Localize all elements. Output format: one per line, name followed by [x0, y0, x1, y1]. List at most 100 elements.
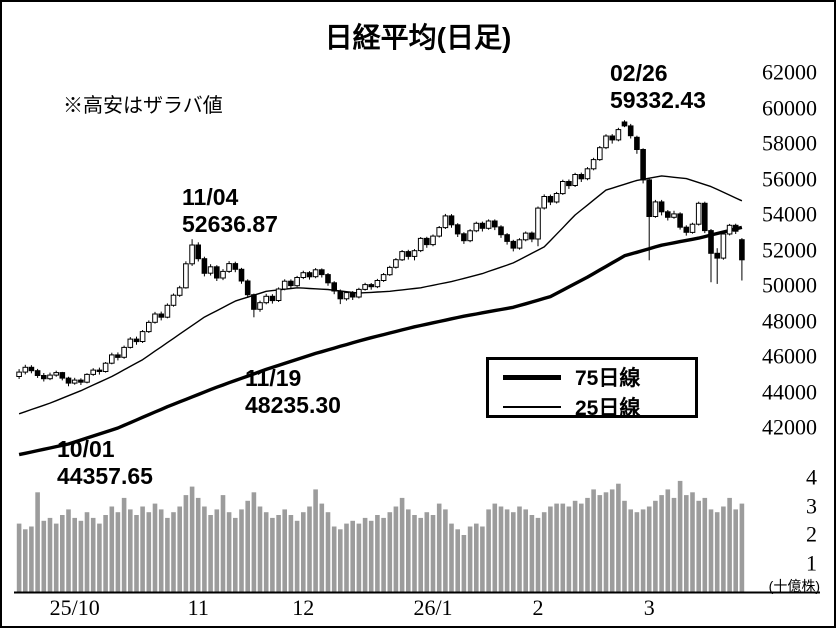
volume-bar	[517, 506, 522, 592]
volume-bar	[603, 492, 609, 593]
volume-bar	[319, 503, 325, 592]
volume-bar	[430, 515, 436, 592]
candle-body-up	[430, 235, 436, 246]
volume-bar	[714, 512, 720, 592]
annotation-low-1119: 11/19 48235.30	[245, 365, 341, 419]
volume-bar	[53, 523, 59, 592]
volume-bar	[350, 520, 355, 593]
volume-bar	[455, 529, 460, 592]
candle-body-up	[615, 129, 622, 141]
candle-body-down	[115, 354, 121, 358]
candle-body-down	[41, 375, 47, 380]
volume-bar	[572, 500, 578, 592]
candle-body-down	[325, 274, 331, 284]
candle-body-up	[47, 374, 53, 380]
candle-body-up	[22, 366, 29, 373]
candle-body-up	[535, 207, 541, 240]
candle-body-down	[547, 196, 554, 203]
volume-bar	[684, 495, 689, 592]
volume-bar	[152, 503, 158, 592]
volume-bar	[622, 500, 627, 592]
volume-bar	[511, 512, 516, 592]
volume-bar	[609, 489, 615, 592]
volume-bar	[727, 497, 732, 592]
volume-bar	[301, 512, 306, 592]
legend-label-ma25: 25日線	[575, 397, 641, 420]
volume-bar	[480, 526, 485, 592]
candle-body-up	[597, 147, 603, 161]
volume-bar	[233, 517, 238, 592]
candle-body-down	[238, 268, 245, 282]
legend: 75日線 25日線	[486, 357, 698, 420]
annotation-value: 48235.30	[245, 392, 341, 418]
candle-body-down	[634, 136, 640, 151]
volume-bars	[16, 480, 745, 593]
candle-body-up	[380, 274, 387, 282]
ma25-line-sample-icon	[503, 406, 561, 408]
annotation-date: 11/04	[182, 184, 239, 210]
candle-body-up	[356, 288, 362, 298]
candle-body-down	[59, 372, 66, 379]
volume-bar	[158, 509, 164, 592]
candle-body-up	[176, 287, 183, 296]
candle-body-up	[164, 304, 171, 318]
annotation-high-1104: 11/04 52636.87	[182, 184, 278, 238]
candle-body-down	[214, 266, 220, 279]
volume-bar	[579, 503, 584, 592]
volume-bar	[721, 506, 726, 592]
candle-body-up	[689, 223, 696, 233]
candle-body-down	[269, 295, 276, 302]
x-axis-label: 12	[292, 595, 315, 620]
candle-body-down	[96, 369, 103, 373]
volume-bar	[634, 512, 640, 592]
y-axis-tick-label: 54000	[762, 201, 817, 227]
candle-body-down	[702, 202, 708, 232]
candle-body-down	[621, 121, 628, 127]
volume-bar	[399, 497, 405, 592]
annotation-value: 59332.43	[610, 87, 706, 113]
legend-label-ma75: 75日線	[575, 367, 641, 390]
volume-bar	[381, 517, 386, 592]
candle-body-up	[220, 270, 226, 279]
candle-body-up	[275, 288, 282, 301]
volume-bar	[541, 512, 547, 592]
volume-bar	[239, 509, 244, 592]
candle-body-up	[281, 280, 288, 290]
candle-body-down	[665, 211, 671, 218]
volume-bar	[72, 517, 77, 592]
volume-bar	[16, 523, 22, 592]
candle-body-down	[529, 232, 535, 240]
candle-body-up	[121, 346, 127, 358]
candle-body-up	[393, 259, 399, 268]
candle-body-up	[189, 244, 195, 265]
y-axis-tick-label: 48000	[762, 307, 817, 333]
candle-body-up	[300, 272, 307, 279]
legend-row-ma75: 75日線	[499, 362, 685, 392]
volume-bar	[443, 509, 448, 592]
candle-body-up	[90, 369, 97, 375]
candle-body-up	[53, 372, 60, 376]
candle-body-up	[207, 266, 214, 274]
candle-body-up	[362, 284, 368, 290]
volume-bar	[653, 500, 658, 592]
candle-body-down	[133, 338, 140, 343]
candle-body-down	[319, 269, 325, 276]
volume-bar	[331, 526, 337, 592]
candle-body-down	[609, 135, 616, 141]
candle-body-down	[337, 290, 344, 300]
annotation-high-0226: 02/26 59332.43	[610, 60, 706, 114]
candle-body-up	[726, 224, 733, 235]
volume-bar	[282, 509, 287, 592]
volume-bar	[195, 497, 201, 592]
x-axis-label: 25/10	[49, 595, 100, 620]
volume-bar	[23, 529, 28, 592]
volume-bar	[659, 495, 664, 592]
volume-bar	[338, 529, 343, 592]
volume-bar	[183, 495, 189, 592]
annotation-date: 11/19	[245, 365, 302, 391]
volume-bar	[313, 489, 318, 592]
volume-bar	[486, 509, 491, 592]
volume-axis-tick-label: 3	[806, 492, 817, 518]
volume-bar	[708, 509, 714, 592]
